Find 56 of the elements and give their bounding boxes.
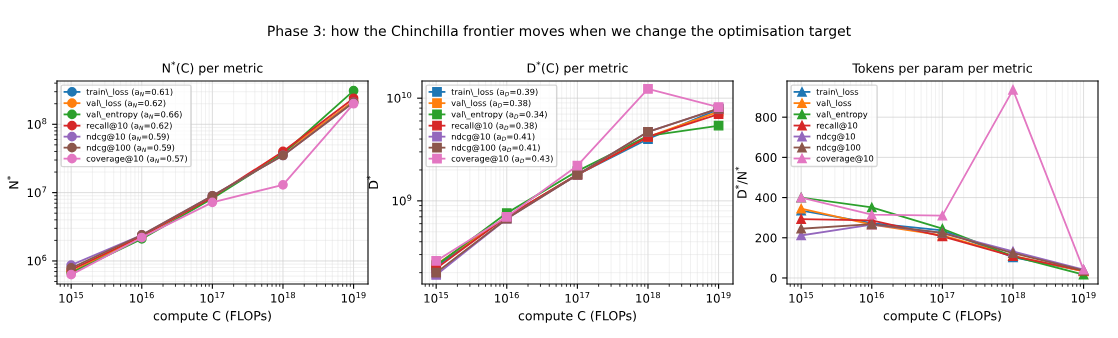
legend-label: coverage@10: [816, 155, 874, 164]
legend-label: val\_loss (a$_{D}$=0.38): [451, 99, 531, 109]
legend-label: val\_loss: [816, 99, 852, 109]
y-tick-label: 10$^{6}$: [27, 254, 47, 266]
x-axis-title: compute C (FLOPs): [153, 310, 271, 323]
x-tick-label: 10$^{16}$: [130, 291, 154, 303]
x-tick-label: 10$^{15}$: [789, 292, 814, 303]
y-tick-label: 200: [755, 233, 777, 243]
legend-label: ndcg@100 (a$_{N}$=0.59): [86, 144, 175, 153]
x-tick-label: 10$^{17}$: [930, 292, 955, 303]
legend-label: train\_loss (a$_{D}$=0.39): [451, 88, 538, 97]
y-axis-title: N$^{*}$: [6, 176, 19, 189]
y-axis-title: D$^{*}$/N$^{*}$: [735, 166, 748, 198]
legend-label: coverage@10 (a$_{D}$=0.43): [451, 155, 553, 164]
text: Phase 3: how the Chinchilla frontier moves when we change the optimisation target: [268, 25, 851, 39]
x-tick-label: 10$^{19}$: [341, 291, 366, 303]
x-tick-label: 10$^{16}$: [860, 291, 884, 303]
chart-title: D$^{*}$(C) per metric: [527, 61, 628, 76]
legend-label: ndcg@10 (a$_{N}$=0.59): [86, 133, 169, 142]
y-tick-label: 10$^{9}$: [392, 194, 412, 206]
legend-label: val\_entropy (a$_{N}$=0.66): [86, 111, 182, 120]
legend-label: ndcg@10: [816, 133, 855, 142]
x-tick-label: 10$^{18}$: [271, 291, 296, 303]
y-tick-label: 600: [755, 153, 777, 163]
legend-label: recall@10: [816, 122, 858, 130]
y-tick-label: 10$^{10}$: [387, 91, 412, 103]
x-axis-title: compute C (FLOPs): [883, 310, 1001, 323]
legend-label: ndcg@100 (a$_{D}$=0.41): [451, 144, 540, 153]
legend-label: val\_entropy: [816, 110, 868, 120]
chart-title: Tokens per param per metric: [852, 63, 1032, 76]
y-tick-label: 10$^{8}$: [27, 118, 47, 129]
legend-label: train\_loss (a$_{N}$=0.61): [86, 88, 173, 97]
chart-title: N$^{*}$(C) per metric: [162, 61, 263, 76]
x-tick-label: 10$^{19}$: [706, 291, 731, 303]
legend-label: val\_entropy (a$_{D}$=0.34): [451, 111, 547, 120]
y-axis-title: D$^{*}$: [366, 175, 378, 189]
x-tick-label: 10$^{19}$: [1071, 291, 1096, 303]
x-tick-label: 10$^{17}$: [200, 292, 225, 303]
legend-label: ndcg@100: [816, 144, 861, 153]
legend-label: recall@10 (a$_{N}$=0.62): [86, 122, 172, 131]
x-tick-label: 10$^{15}$: [424, 292, 449, 303]
legend-label: train\_loss: [816, 88, 859, 97]
y-tick-label: 10$^{7}$: [27, 186, 47, 198]
y-tick-label: 400: [755, 193, 777, 203]
x-axis-title: compute C (FLOPs): [518, 310, 636, 323]
y-tick-label: 0: [770, 273, 777, 283]
legend-label: coverage@10 (a$_{N}$=0.57): [86, 155, 187, 164]
legend-label: ndcg@10 (a$_{D}$=0.41): [451, 133, 535, 142]
legend-label: recall@10 (a$_{D}$=0.38): [451, 122, 537, 131]
x-tick-label: 10$^{15}$: [59, 292, 84, 303]
y-tick-label: 800: [755, 112, 777, 122]
legend-label: val\_loss (a$_{N}$=0.62): [86, 99, 166, 109]
x-tick-label: 10$^{18}$: [1001, 291, 1026, 303]
x-tick-label: 10$^{16}$: [495, 291, 519, 303]
x-tick-label: 10$^{18}$: [636, 291, 661, 303]
x-tick-label: 10$^{17}$: [565, 292, 590, 303]
